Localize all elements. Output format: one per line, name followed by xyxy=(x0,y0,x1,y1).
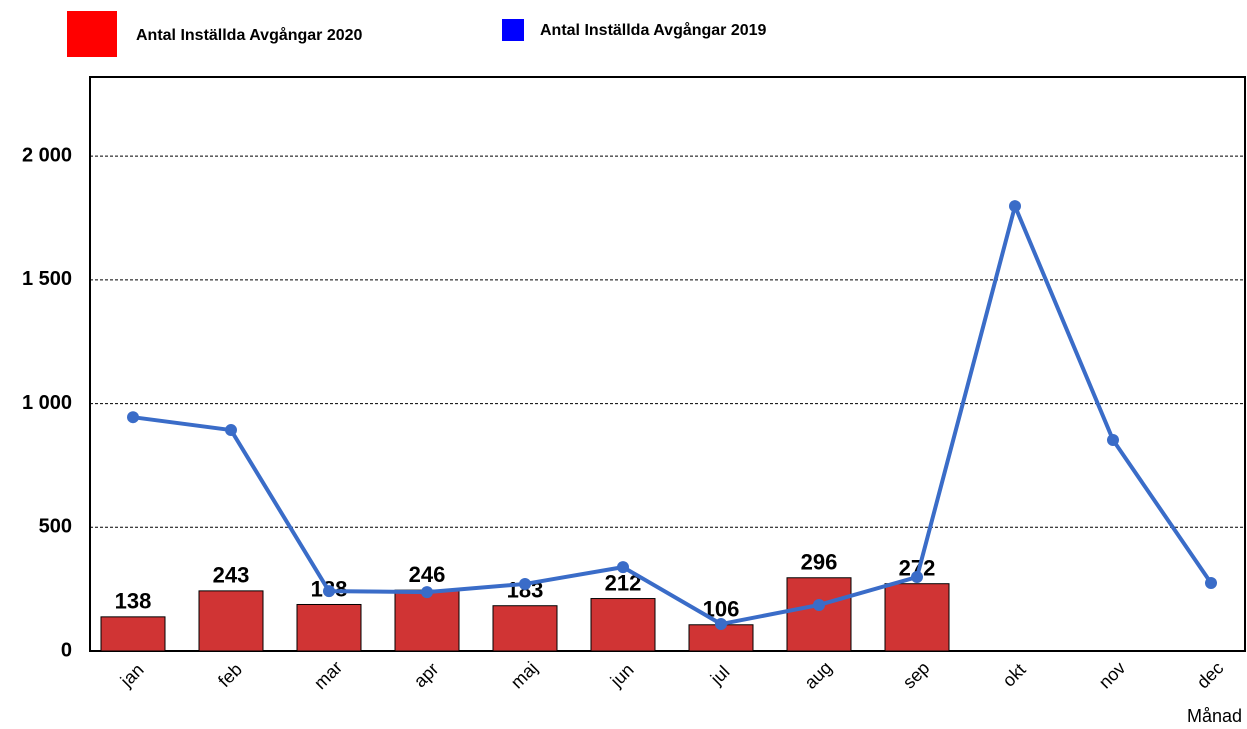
x-tick-label: mar xyxy=(310,657,346,693)
bar xyxy=(100,616,166,652)
x-tick-label: maj xyxy=(507,658,542,693)
y-tick-label: 0 xyxy=(61,639,72,661)
line-point xyxy=(519,577,531,590)
bar xyxy=(198,590,264,652)
line-point xyxy=(1107,433,1119,446)
bar xyxy=(786,577,852,652)
bar xyxy=(590,598,656,652)
data-label: 296 xyxy=(801,550,838,575)
line-point xyxy=(911,571,923,584)
plot-frame xyxy=(89,76,1246,652)
legend-swatch xyxy=(502,19,524,41)
x-tick-label: jun xyxy=(606,660,638,692)
legend-label: Antal Inställda Avgångar 2020 xyxy=(136,26,363,44)
bar xyxy=(296,603,362,652)
line xyxy=(132,199,1213,627)
bar xyxy=(492,605,558,652)
legend-swatch xyxy=(67,11,117,57)
data-label: 243 xyxy=(213,563,250,588)
line-point xyxy=(127,411,139,424)
x-tick-label: okt xyxy=(999,660,1030,691)
y-tick-label: 1 000 xyxy=(22,392,72,414)
x-tick-label: dec xyxy=(1193,658,1228,693)
line-point xyxy=(323,585,335,598)
x-tick-label: nov xyxy=(1095,658,1130,693)
line-point xyxy=(421,586,433,599)
x-tick-label: jul xyxy=(706,662,734,690)
x-tick-label: apr xyxy=(410,659,443,692)
x-tick-label: jan xyxy=(116,660,148,692)
line-point xyxy=(715,618,727,631)
bar xyxy=(688,624,754,652)
legend-label: Antal Inställda Avgångar 2019 xyxy=(540,21,767,39)
x-tick-label: aug xyxy=(800,657,835,692)
bar xyxy=(394,589,460,652)
data-label: 246 xyxy=(409,562,446,587)
y-tick-label: 2 000 xyxy=(22,144,72,166)
x-tick-label: feb xyxy=(214,659,246,691)
x-tick-label: sep xyxy=(899,658,934,693)
line-point xyxy=(1009,200,1021,213)
line-point xyxy=(813,598,825,611)
line-point xyxy=(1205,576,1217,589)
line-point xyxy=(617,561,629,574)
y-tick-label: 500 xyxy=(39,516,72,538)
bar xyxy=(884,583,950,652)
data-label: 138 xyxy=(115,589,152,614)
y-tick-label: 1 500 xyxy=(22,268,72,290)
x-axis-label: Månad xyxy=(1187,706,1242,726)
line-point xyxy=(225,424,237,437)
